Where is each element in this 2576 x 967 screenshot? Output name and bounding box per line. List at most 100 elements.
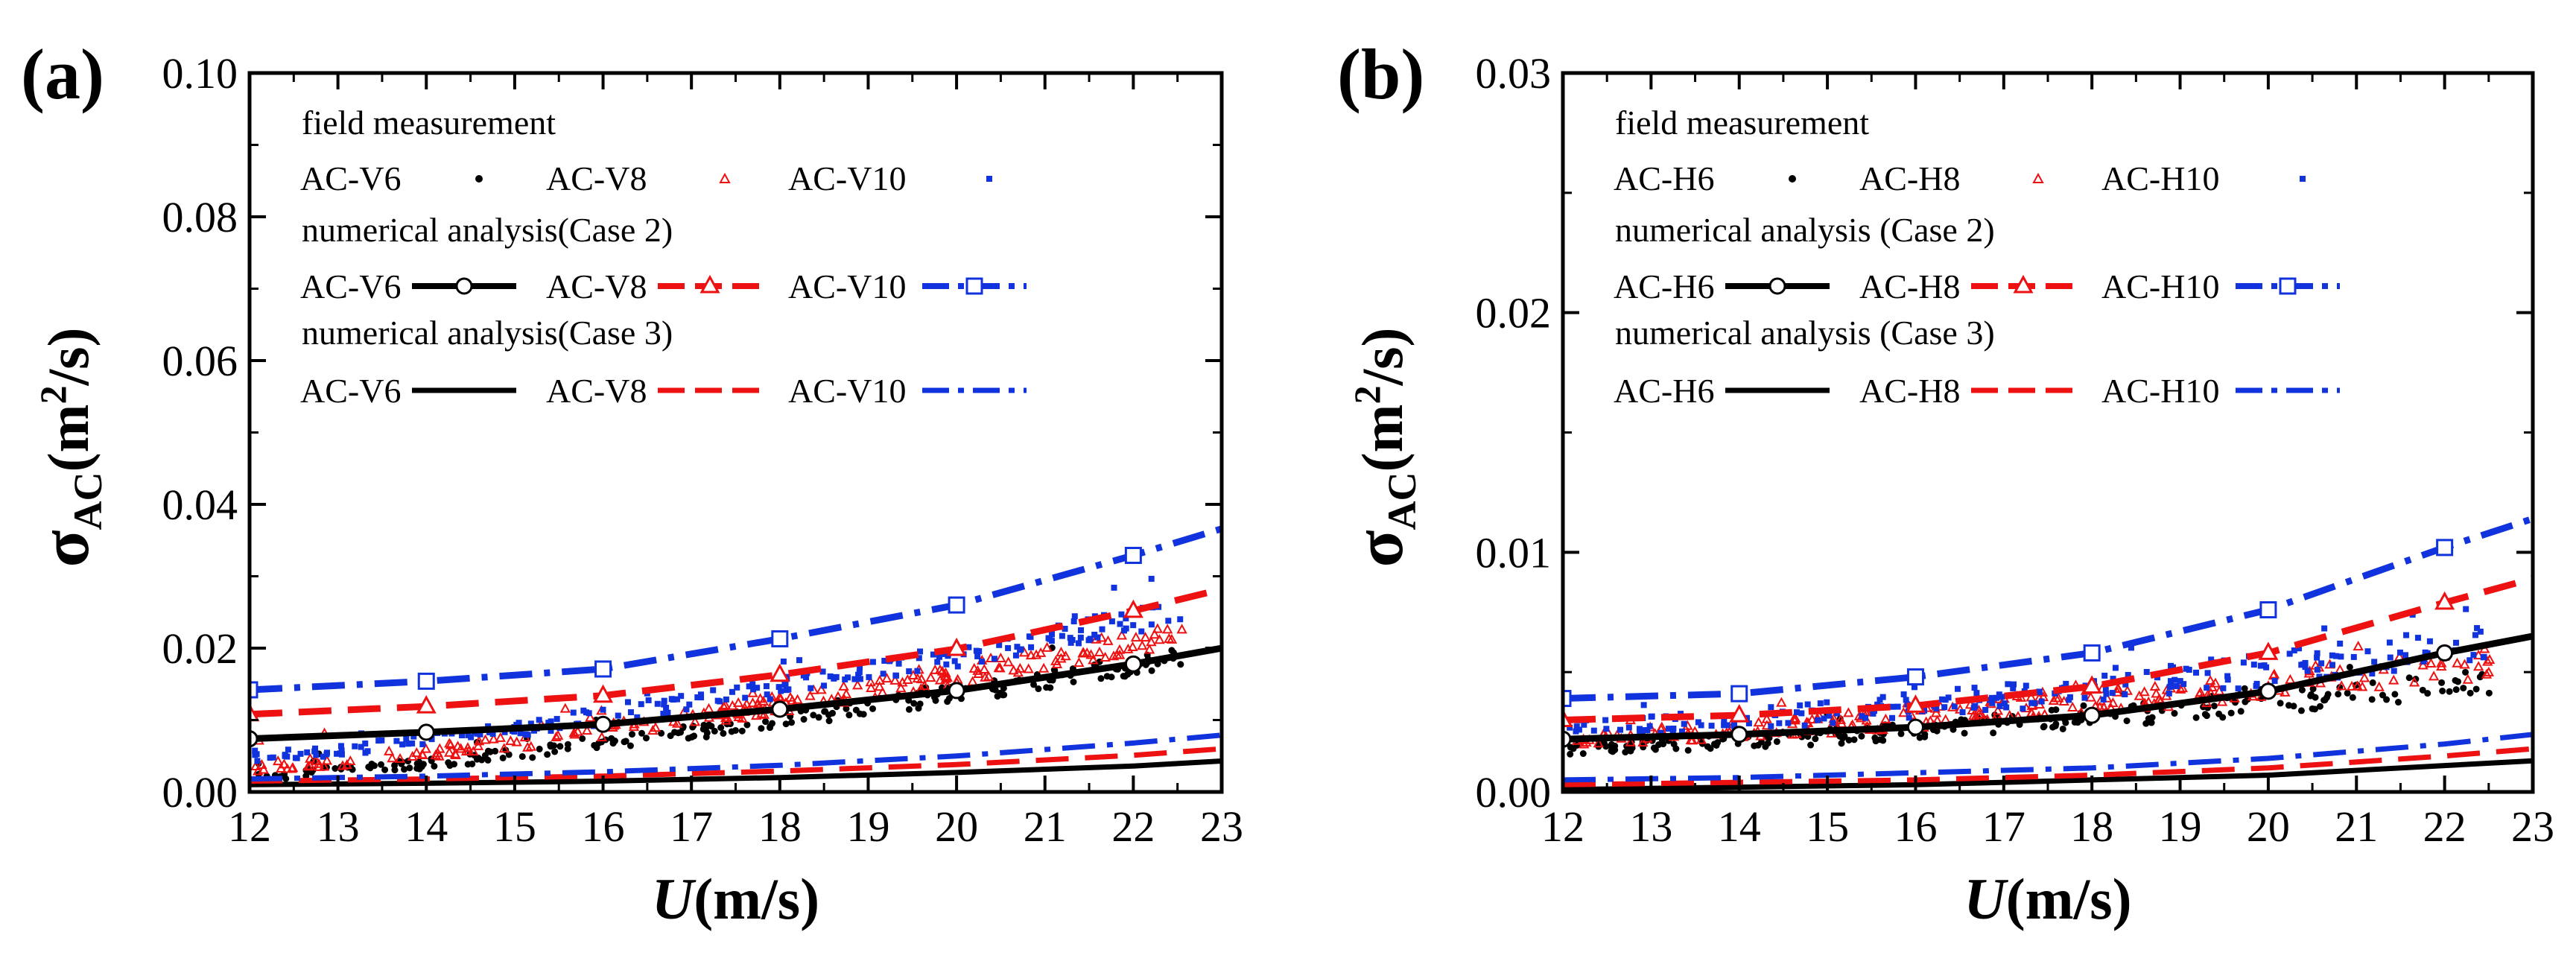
scatter-point-ac-v6 <box>932 697 939 704</box>
case2-marker-ac-h10 <box>2259 601 2277 619</box>
scatter-point-ac-v10 <box>267 755 273 761</box>
scatter-point-ac-v10 <box>734 684 740 691</box>
scatter-point-ac-h6 <box>1608 743 1616 750</box>
scatter-point-ac-v8 <box>907 669 919 680</box>
scatter-point-ac-v10 <box>645 697 652 703</box>
scatter-point-ac-v6 <box>711 727 718 735</box>
scatter-point-ac-v10 <box>661 701 667 708</box>
scatter-point-ac-v8 <box>737 712 748 723</box>
scatter-point-ac-h8 <box>2346 680 2358 691</box>
panel-label: (b) <box>1337 34 1424 114</box>
scatter-point-ac-h10 <box>2171 676 2178 683</box>
scatter-point-ac-v6 <box>762 718 770 726</box>
legend-field-label: AC-H6 <box>1614 159 1714 197</box>
scatter-point-ac-v10 <box>914 668 921 674</box>
scatter-point-ac-v8 <box>1088 654 1099 665</box>
scatter-point-ac-v6 <box>671 729 679 736</box>
scatter-point-ac-v10 <box>1121 627 1128 634</box>
scatter-point-ac-v6 <box>717 724 725 732</box>
scatter-point-ac-v10 <box>917 648 924 655</box>
scatter-point-ac-h10 <box>2081 694 2088 701</box>
scatter-point-ac-v10 <box>253 751 260 758</box>
scatter-point-ac-h8 <box>2482 656 2493 666</box>
legend-case3-label: AC-H6 <box>1614 372 1714 410</box>
scatter-point-ac-h6 <box>2298 686 2306 694</box>
legend-header-field: field measurement <box>302 104 556 142</box>
scatter-point-ac-v10 <box>729 688 735 695</box>
scatter-point-ac-v8 <box>286 763 298 773</box>
scatter-point-ac-h10 <box>1785 720 1792 726</box>
scatter-point-ac-h10 <box>1955 685 1961 692</box>
scatter-point-ac-h10 <box>2391 668 2397 674</box>
scatter-point-ac-v10 <box>583 709 589 716</box>
scatter-point-ac-h8 <box>2417 659 2429 670</box>
scatter-point-ac-v6 <box>626 742 634 749</box>
scatter-point-ac-h8 <box>1637 737 1649 747</box>
scatter-point-ac-v8 <box>1140 632 1151 642</box>
scatter-point-ac-v8 <box>1073 657 1085 668</box>
scatter-point-ac-h10 <box>1971 685 1978 691</box>
scatter-point-ac-v10 <box>723 696 729 703</box>
scatter-point-ac-v10 <box>615 712 621 719</box>
scatter-point-ac-v10 <box>827 673 834 679</box>
scatter-point-ac-v10 <box>880 670 886 677</box>
scatter-point-ac-h6 <box>2391 691 2399 698</box>
scatter-point-ac-v8 <box>1108 650 1120 661</box>
x-tick-label: 15 <box>493 802 536 851</box>
scatter-point-ac-h10 <box>2422 649 2429 656</box>
scatter-point-ac-h8 <box>2066 701 2078 711</box>
scatter-point-ac-h10 <box>2396 649 2403 656</box>
scatter-point-ac-h10 <box>1768 704 1774 711</box>
scatter-point-ac-v6 <box>302 773 310 780</box>
scatter-point-ac-h6 <box>1579 750 1587 758</box>
scatter-point-ac-v8 <box>585 711 596 722</box>
scatter-point-ac-h6 <box>2424 690 2431 697</box>
scatter-point-ac-v8 <box>1103 635 1114 645</box>
scatter-point-ac-v10 <box>523 731 530 738</box>
scatter-point-ac-h6 <box>2052 706 2060 714</box>
scatter-point-ac-h10 <box>1745 720 1752 726</box>
scatter-point-ac-v8 <box>1137 640 1148 650</box>
scatter-point-ac-h6 <box>1807 741 1815 749</box>
scatter-point-ac-v10 <box>393 738 400 744</box>
scatter-point-ac-v8 <box>256 758 267 769</box>
scatter-point-ac-v6 <box>1030 681 1038 688</box>
scatter-point-ac-v10 <box>951 658 958 665</box>
scatter-point-ac-h10 <box>2224 676 2231 683</box>
scatter-point-ac-v8 <box>407 750 418 761</box>
scatter-point-ac-v6 <box>1103 673 1111 680</box>
legend-case2-label: AC-H10 <box>2101 267 2219 305</box>
case2-marker-ac-h8 <box>2081 675 2102 694</box>
scatter-point-ac-h10 <box>2463 606 2469 612</box>
case2-marker-ac-v6 <box>771 700 789 718</box>
scatter-point-ac-h10 <box>1951 703 1958 710</box>
legend-field-label: AC-V10 <box>788 159 906 197</box>
scatter-point-ac-h8 <box>2048 694 2060 705</box>
scatter-point-ac-v10 <box>979 659 986 665</box>
scatter-point-ac-v8 <box>337 760 349 770</box>
scatter-point-ac-v10 <box>459 732 466 739</box>
scatter-point-ac-h8 <box>2459 659 2470 669</box>
scatter-point-ac-h10 <box>1996 691 2002 698</box>
scatter-point-ac-h10 <box>2333 653 2340 659</box>
scatter-point-ac-v6 <box>642 735 650 742</box>
scatter-point-ac-h10 <box>1798 710 1805 717</box>
scatter-point-ac-v10 <box>517 730 524 737</box>
case2-marker-ac-h6 <box>1730 726 1748 744</box>
scatter-point-ac-v6 <box>431 762 438 770</box>
scatter-point-ac-v10 <box>304 749 311 755</box>
scatter-point-ac-h8 <box>2151 688 2162 698</box>
scatter-point-ac-h8 <box>2408 676 2420 687</box>
scatter-point-ac-h10 <box>1879 694 1886 700</box>
x-tick-label: 14 <box>1718 802 1761 851</box>
scatter-point-ac-v10 <box>842 676 848 683</box>
scatter-point-ac-v10 <box>869 659 876 665</box>
scatter-point-ac-h10 <box>2472 632 2478 638</box>
scatter-point-ac-v6 <box>994 693 1001 700</box>
y-axis-unit-tail: /s) <box>1350 328 1415 387</box>
scatter-point-ac-h10 <box>2109 690 2116 697</box>
scatter-point-ac-h10 <box>2183 665 2189 672</box>
scatter-point-ac-v10 <box>1138 628 1145 635</box>
x-tick-label: 18 <box>758 802 802 851</box>
scatter-point-ac-v8 <box>805 690 816 700</box>
